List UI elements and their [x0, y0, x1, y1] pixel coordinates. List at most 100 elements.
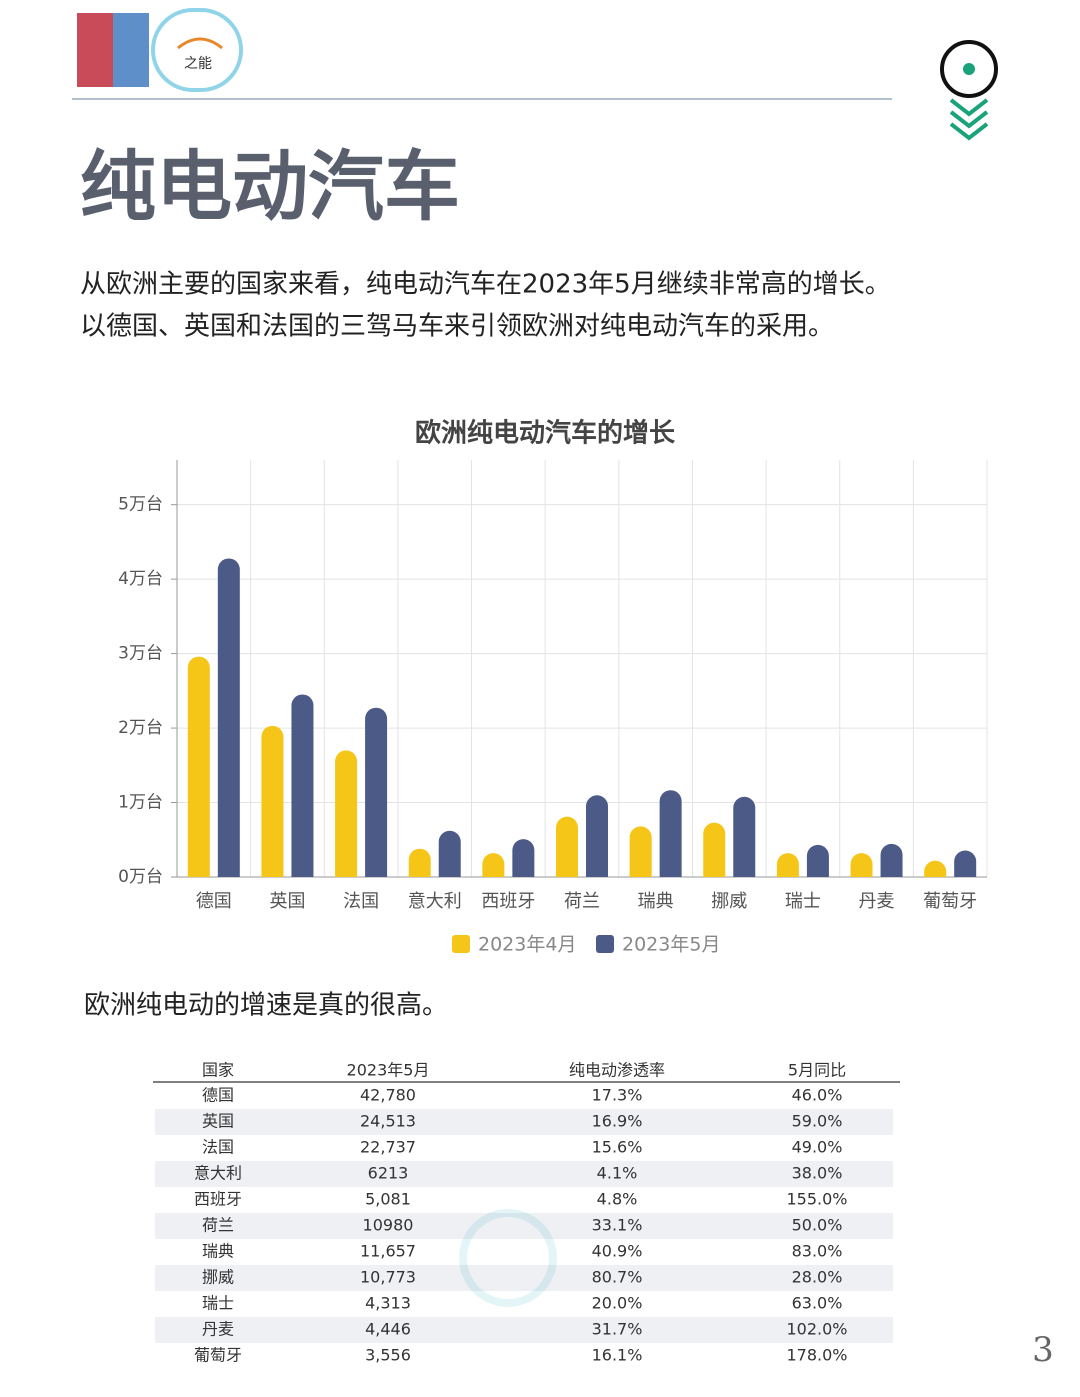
bar: [586, 795, 608, 877]
bar: [733, 796, 756, 877]
x-tick-label: 瑞士: [785, 891, 821, 912]
intro-line: 从欧洲主要的国家来看，纯电动汽车在2023年5月继续非常高的增长。: [80, 270, 891, 300]
y-tick-label: 3万台: [118, 644, 163, 664]
legend-swatch: [452, 935, 470, 953]
bar: [806, 844, 829, 877]
page-title: 纯电动汽车: [80, 142, 460, 231]
table-cell: 16.1%: [592, 1346, 643, 1365]
bar: [556, 816, 578, 877]
x-tick-label: 意大利: [408, 891, 462, 912]
table-cell: 20.0%: [592, 1294, 643, 1313]
table-cell: 葡萄牙: [194, 1346, 242, 1365]
table-cell: 49.0%: [792, 1138, 843, 1157]
table-cell: 38.0%: [792, 1164, 843, 1183]
table-row-shade: [155, 1213, 893, 1239]
table-header-cell: 2023年5月: [347, 1061, 430, 1080]
bar: [217, 558, 240, 877]
table-cell: 荷兰: [202, 1216, 234, 1235]
nav-icon: [940, 40, 998, 98]
table-cell: 瑞典: [202, 1242, 234, 1261]
bar: [335, 750, 358, 877]
table-cell: 4,313: [365, 1294, 411, 1313]
table-header-cell: 纯电动渗透率: [569, 1061, 665, 1080]
table-cell: 5,081: [365, 1190, 411, 1209]
table-cell: 3,556: [365, 1346, 411, 1365]
table-cell: 28.0%: [792, 1268, 843, 1287]
nav-chevrons: [949, 98, 989, 141]
logo-image-part: [113, 13, 149, 87]
table-header-cell: 5月同比: [788, 1061, 846, 1080]
bar: [924, 860, 947, 877]
x-tick-label: 挪威: [711, 891, 747, 912]
bar: [850, 853, 873, 877]
y-tick-label: 4万台: [118, 569, 163, 589]
table-cell: 155.0%: [786, 1190, 847, 1209]
x-tick-label: 葡萄牙: [923, 891, 977, 912]
legend-label: 2023年5月: [622, 934, 720, 956]
table-cell: 挪威: [202, 1268, 234, 1287]
bar: [187, 656, 210, 877]
table-cell: 丹麦: [202, 1320, 234, 1339]
table-cell: 西班牙: [194, 1190, 242, 1209]
table-row-shade: [155, 1317, 893, 1343]
table-cell: 40.9%: [592, 1242, 643, 1261]
bar: [659, 790, 682, 877]
table-cell: 22,737: [360, 1138, 416, 1157]
chart-title: 欧洲纯电动汽车的增长: [415, 418, 676, 449]
table-cell: 63.0%: [792, 1294, 843, 1313]
bar: [291, 694, 314, 877]
table-row-shade: [155, 1161, 893, 1187]
table-cell: 102.0%: [786, 1320, 847, 1339]
y-tick-label: 1万台: [118, 793, 163, 813]
x-tick-label: 丹麦: [859, 891, 895, 912]
table-cell: 42,780: [360, 1086, 416, 1105]
table-row-shade: [155, 1265, 893, 1291]
table-cell: 17.3%: [592, 1086, 643, 1105]
nav-icon-dot: [963, 63, 975, 75]
table-cell: 15.6%: [592, 1138, 643, 1157]
x-tick-label: 英国: [269, 891, 305, 912]
table-cell: 法国: [202, 1138, 234, 1157]
y-tick-label: 5万台: [118, 495, 163, 515]
table-cell: 英国: [202, 1112, 234, 1131]
table-cell: 31.7%: [592, 1320, 643, 1339]
table-cell: 10980: [363, 1216, 414, 1235]
table-header-cell: 国家: [202, 1061, 234, 1080]
table-cell: 瑞士: [202, 1294, 234, 1313]
bar: [261, 725, 284, 877]
table-cell: 16.9%: [592, 1112, 643, 1131]
bar: [880, 843, 903, 877]
x-tick-label: 西班牙: [481, 891, 535, 912]
table-row-shade: [155, 1109, 893, 1135]
logo-text: 之能: [184, 56, 212, 72]
table-cell: 59.0%: [792, 1112, 843, 1131]
table-cell: 4.1%: [597, 1164, 638, 1183]
table-cell: 50.0%: [792, 1216, 843, 1235]
bar: [482, 853, 505, 877]
x-tick-label: 德国: [196, 891, 232, 912]
table-cell: 4,446: [365, 1320, 411, 1339]
table-cell: 4.8%: [597, 1190, 638, 1209]
bar: [408, 848, 431, 877]
table-cell: 83.0%: [792, 1242, 843, 1261]
table-cell: 80.7%: [592, 1268, 643, 1287]
y-tick-label: 2万台: [118, 718, 163, 738]
logo-icon: [177, 37, 223, 50]
bar: [512, 839, 535, 877]
bar: [629, 826, 652, 877]
table-cell: 意大利: [194, 1164, 242, 1183]
bar: [954, 850, 977, 877]
bar: [365, 707, 388, 877]
legend-swatch: [596, 935, 614, 953]
bar: [703, 822, 726, 877]
table-cell: 24,513: [360, 1112, 416, 1131]
intro-line: 以德国、英国和法国的三驾马车来引领欧洲对纯电动汽车的采用。: [80, 312, 834, 342]
table-cell: 46.0%: [792, 1086, 843, 1105]
legend-label: 2023年4月: [478, 934, 576, 956]
x-tick-label: 荷兰: [564, 891, 600, 912]
logo-badge: [151, 8, 243, 92]
x-tick-label: 法国: [343, 891, 379, 912]
page-number: 3: [1032, 1330, 1054, 1370]
bar: [776, 853, 799, 877]
